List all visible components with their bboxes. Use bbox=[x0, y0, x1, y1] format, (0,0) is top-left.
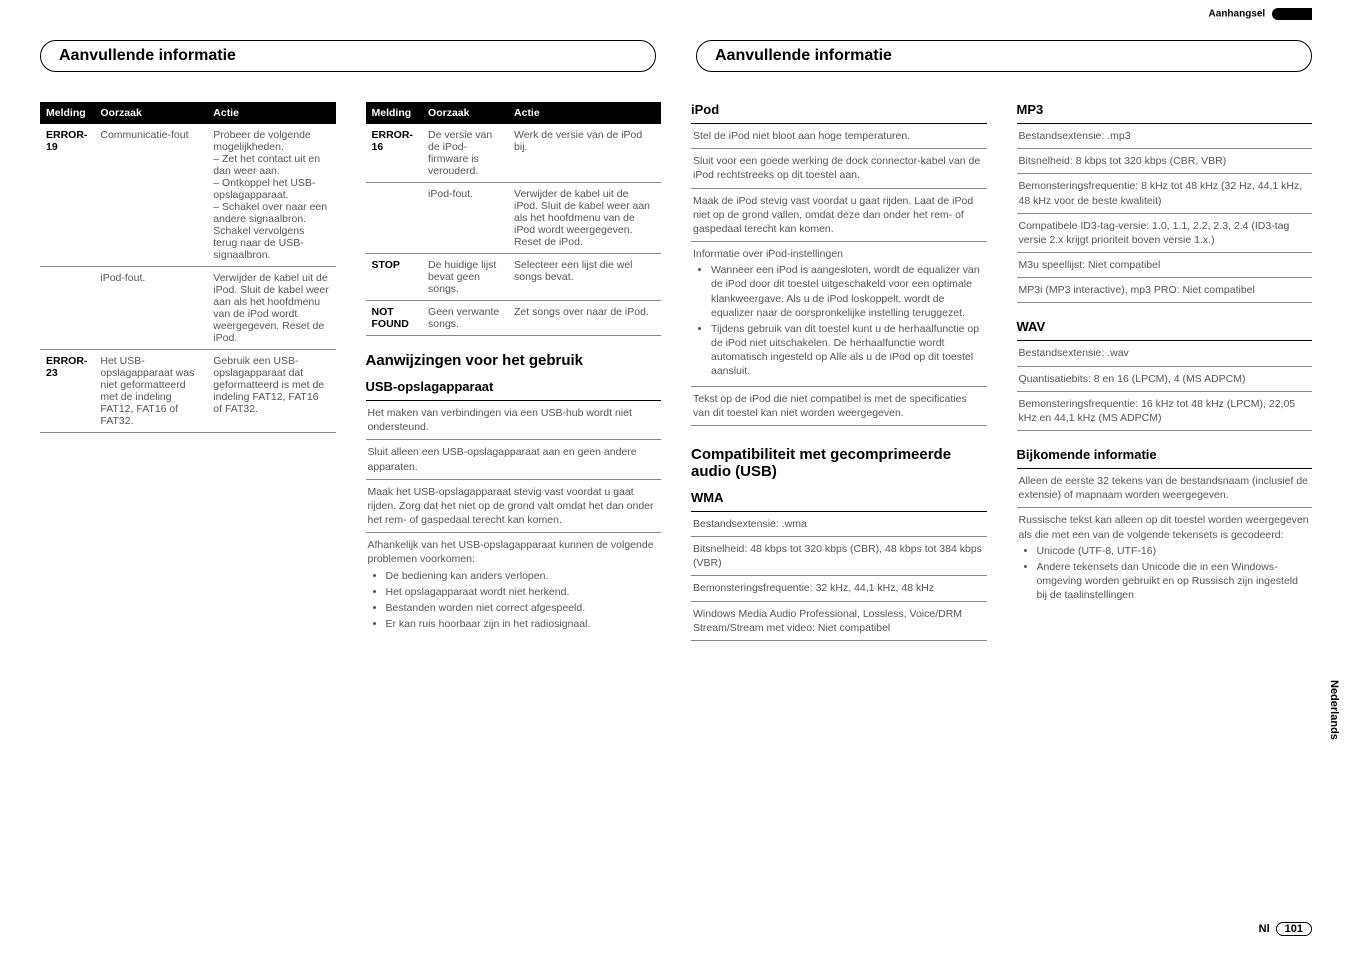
bullet-item: De bediening kan anders verlopen. bbox=[386, 569, 660, 583]
cell-cause: Geen verwante songs. bbox=[422, 301, 508, 336]
cell-action: Zet songs over naar de iPod. bbox=[508, 301, 661, 336]
list-item: Compatibele ID3-tag-versie: 1.0, 1.1, 2.… bbox=[1017, 214, 1313, 253]
cell-cause: iPod-fout. bbox=[94, 267, 207, 350]
appendix-label: Aanhangsel bbox=[1209, 9, 1266, 20]
cell-code: STOP bbox=[366, 254, 423, 301]
list-item: Het maken van verbindingen via een USB-h… bbox=[366, 400, 662, 440]
column-1: Melding Oorzaak Actie ERROR-19Communicat… bbox=[40, 102, 336, 641]
mp3-title: MP3 bbox=[1017, 102, 1313, 117]
cell-cause: De huidige lijst bevat geen songs. bbox=[422, 254, 508, 301]
header-left-text: Aanvullende informatie bbox=[59, 47, 236, 65]
list-item: Bemonsteringsfrequentie: 32 kHz, 44,1 kH… bbox=[691, 576, 987, 601]
error-table-2: Melding Oorzaak Actie ERROR-16De versie … bbox=[366, 102, 662, 336]
cell-code: ERROR-16 bbox=[366, 124, 423, 183]
table-row: NOT FOUNDGeen verwante songs.Zet songs o… bbox=[366, 301, 662, 336]
list-item: Bemonsteringsfrequentie: 16 kHz tot 48 k… bbox=[1017, 392, 1313, 431]
cell-action: Gebruik een USB-opslagapparaat dat gefor… bbox=[207, 350, 335, 433]
table-row: iPod-fout.Verwijder de kabel uit de iPod… bbox=[366, 183, 662, 254]
cell-code: NOT FOUND bbox=[366, 301, 423, 336]
usb-title: USB-opslagapparaat bbox=[366, 379, 662, 394]
bullet-item: Het opslagapparaat wordt niet herkend. bbox=[386, 585, 660, 599]
section-headers: Aanvullende informatie Aanvullende infor… bbox=[40, 40, 1312, 72]
cell-action: Werk de versie van de iPod bij. bbox=[508, 124, 661, 183]
addl-title: Bijkomende informatie bbox=[1017, 447, 1313, 462]
mp3-list: Bestandsextensie: .mp3Bitsnelheid: 8 kbp… bbox=[1017, 123, 1313, 303]
wma-list: Bestandsextensie: .wmaBitsnelheid: 48 kb… bbox=[691, 511, 987, 641]
cell-cause: De versie van de iPod-firmware is veroud… bbox=[422, 124, 508, 183]
list-item: Bestandsextensie: .wma bbox=[691, 511, 987, 537]
cell-action: Probeer de volgende mogelijkheden. – Zet… bbox=[207, 124, 335, 267]
usb-list: Het maken van verbindingen via een USB-h… bbox=[366, 400, 662, 638]
cell-code: ERROR-23 bbox=[40, 350, 94, 433]
column-3: iPod Stel de iPod niet bloot aan hoge te… bbox=[691, 102, 987, 641]
list-item: M3u speellijst: Niet compatibel bbox=[1017, 253, 1313, 278]
list-item: Sluit alleen een USB-opslagapparaat aan … bbox=[366, 440, 662, 479]
bullet-item: Andere tekensets dan Unicode die in een … bbox=[1037, 560, 1311, 603]
header-right-text: Aanvullende informatie bbox=[715, 47, 892, 65]
list-item: Bestandsextensie: .mp3 bbox=[1017, 123, 1313, 149]
footer-page: 101 bbox=[1276, 922, 1312, 936]
ipod-list: Stel de iPod niet bloot aan hoge tempera… bbox=[691, 123, 987, 426]
ipod-title: iPod bbox=[691, 102, 987, 117]
page-footer: Nl 101 bbox=[1259, 922, 1312, 936]
bullet-item: Er kan ruis hoorbaar zijn in het radiosi… bbox=[386, 617, 660, 631]
th-oorzaak: Oorzaak bbox=[94, 102, 207, 124]
cell-action: Verwijder de kabel uit de iPod. Sluit de… bbox=[508, 183, 661, 254]
addl-list: Alleen de eerste 32 tekens van de bestan… bbox=[1017, 468, 1313, 609]
compat-title: Compatibiliteit met gecomprimeerde audio… bbox=[691, 446, 987, 480]
bullet-item: Tijdens gebruik van dit toestel kunt u d… bbox=[711, 322, 985, 379]
th-melding: Melding bbox=[40, 102, 94, 124]
list-item: Bitsnelheid: 8 kbps tot 320 kbps (CBR, V… bbox=[1017, 149, 1313, 174]
list-item: MP3i (MP3 interactive), mp3 PRO: Niet co… bbox=[1017, 278, 1313, 303]
wav-title: WAV bbox=[1017, 319, 1313, 334]
appendix-tab: Aanhangsel bbox=[1209, 8, 1312, 20]
th-actie: Actie bbox=[207, 102, 335, 124]
cell-cause: iPod-fout. bbox=[422, 183, 508, 254]
list-item: Bemonsteringsfrequentie: 8 kHz tot 48 kH… bbox=[1017, 174, 1313, 213]
list-item: Informatie over iPod-instellingenWanneer… bbox=[691, 242, 987, 387]
list-item: Stel de iPod niet bloot aan hoge tempera… bbox=[691, 123, 987, 149]
table-row: ERROR-19Communicatie-foutProbeer de volg… bbox=[40, 124, 336, 267]
wav-list: Bestandsextensie: .wavQuantisatiebits: 8… bbox=[1017, 340, 1313, 431]
list-item: Bitsnelheid: 48 kbps tot 320 kbps (CBR),… bbox=[691, 537, 987, 576]
th-melding2: Melding bbox=[366, 102, 423, 124]
list-item: Tekst op de iPod die niet compatibel is … bbox=[691, 387, 987, 426]
column-2: Melding Oorzaak Actie ERROR-16De versie … bbox=[366, 102, 662, 641]
language-side-tab: Nederlands bbox=[1328, 680, 1340, 740]
list-item: Bestandsextensie: .wav bbox=[1017, 340, 1313, 366]
usage-title: Aanwijzingen voor het gebruik bbox=[366, 352, 662, 369]
list-item: Afhankelijk van het USB-opslagapparaat k… bbox=[366, 533, 662, 638]
cell-action: Selecteer een lijst die wel songs bevat. bbox=[508, 254, 661, 301]
header-left: Aanvullende informatie bbox=[40, 40, 656, 72]
list-item: Quantisatiebits: 8 en 16 (LPCM), 4 (MS A… bbox=[1017, 367, 1313, 392]
table-row: ERROR-23Het USB-opslagapparaat was niet … bbox=[40, 350, 336, 433]
wma-title: WMA bbox=[691, 490, 987, 505]
cell-cause: Communicatie-fout bbox=[94, 124, 207, 267]
error-table-1: Melding Oorzaak Actie ERROR-19Communicat… bbox=[40, 102, 336, 433]
list-item: Maak de iPod stevig vast voordat u gaat … bbox=[691, 189, 987, 243]
list-item: Russische tekst kan alleen op dit toeste… bbox=[1017, 508, 1313, 609]
list-item: Alleen de eerste 32 tekens van de bestan… bbox=[1017, 468, 1313, 508]
column-4: MP3 Bestandsextensie: .mp3Bitsnelheid: 8… bbox=[1017, 102, 1313, 641]
cell-code bbox=[40, 267, 94, 350]
table-row: ERROR-16De versie van de iPod-firmware i… bbox=[366, 124, 662, 183]
list-item: Windows Media Audio Professional, Lossle… bbox=[691, 602, 987, 641]
table-row: iPod-fout.Verwijder de kabel uit de iPod… bbox=[40, 267, 336, 350]
footer-lang: Nl bbox=[1259, 923, 1270, 935]
table-row: STOPDe huidige lijst bevat geen songs.Se… bbox=[366, 254, 662, 301]
bullet-item: Bestanden worden niet correct afgespeeld… bbox=[386, 601, 660, 615]
th-actie2: Actie bbox=[508, 102, 661, 124]
cell-code bbox=[366, 183, 423, 254]
cell-code: ERROR-19 bbox=[40, 124, 94, 267]
list-item: Maak het USB-opslagapparaat stevig vast … bbox=[366, 480, 662, 534]
header-right: Aanvullende informatie bbox=[696, 40, 1312, 72]
bullet-item: Unicode (UTF-8, UTF-16) bbox=[1037, 544, 1311, 558]
cell-action: Verwijder de kabel uit de iPod. Sluit de… bbox=[207, 267, 335, 350]
bullet-item: Wanneer een iPod is aangesloten, wordt d… bbox=[711, 263, 985, 320]
th-oorzaak2: Oorzaak bbox=[422, 102, 508, 124]
cell-cause: Het USB-opslagapparaat was niet geformat… bbox=[94, 350, 207, 433]
list-item: Sluit voor een goede werking de dock con… bbox=[691, 149, 987, 188]
